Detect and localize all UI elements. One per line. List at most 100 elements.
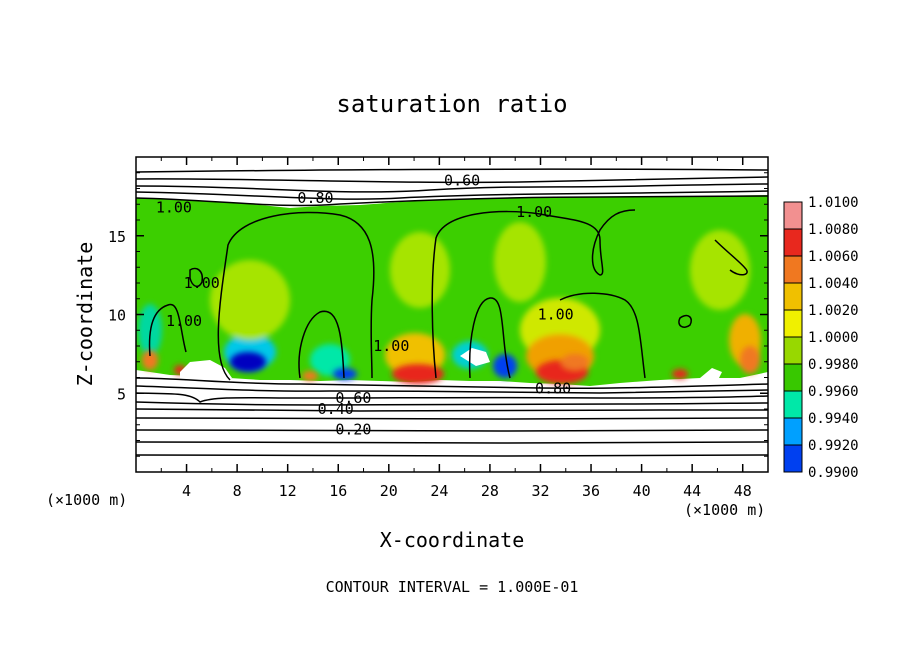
contour-line <box>136 377 768 389</box>
x-tick-label: 24 <box>430 482 448 500</box>
chart-title: saturation ratio <box>336 90 567 118</box>
x-tick-label: 48 <box>734 482 752 500</box>
contour-line <box>136 429 768 432</box>
contour-line <box>217 211 375 381</box>
x-axis-ticks: 4 8 12 16 20 24 28 32 36 40 44 48 <box>160 157 752 500</box>
contour-line <box>136 392 768 403</box>
x-tick-label: 36 <box>582 482 600 500</box>
colorbar-level-label: 1.0100 <box>808 195 859 211</box>
x-tick-label: 16 <box>329 482 347 500</box>
contour-line <box>136 454 768 457</box>
contour-line <box>189 267 204 288</box>
contour-label: 1.00 <box>156 198 192 216</box>
contour-label: 1.00 <box>373 337 409 355</box>
contour-line <box>136 408 768 412</box>
colorbar-level-label: 0.9940 <box>808 411 859 427</box>
contour-line <box>714 239 748 276</box>
field-anomaly <box>392 364 444 384</box>
field-anomaly <box>390 232 450 308</box>
colorbar-level-label: 0.9920 <box>808 438 859 454</box>
colorbar-level-label: 1.0040 <box>808 276 859 292</box>
x-tick-label: 40 <box>633 482 651 500</box>
colorbar-level-label: 1.0080 <box>808 222 859 238</box>
colorbar-level-label: 1.0000 <box>808 330 859 346</box>
field-anomaly <box>230 352 266 372</box>
contour-label: 0.20 <box>335 420 371 438</box>
x-tick-label: 32 <box>531 482 549 500</box>
contour-label: 1.00 <box>166 312 202 330</box>
colorbar-swatch <box>784 229 802 257</box>
contour-line <box>136 401 768 406</box>
contour-label: 0.40 <box>318 400 354 418</box>
contour-lines <box>136 168 768 457</box>
gap-patch <box>460 348 490 366</box>
field-anomaly <box>493 354 517 378</box>
contour-line <box>136 176 768 184</box>
colorbar-swatch <box>784 310 802 338</box>
colorbar-swatch <box>784 283 802 311</box>
field-anomaly <box>302 371 318 381</box>
colorbar: 1.0100 1.0080 1.0060 1.0040 1.0020 1.0000 0.99… <box>783 195 859 481</box>
contour-label: 0.80 <box>297 189 333 207</box>
contour-line <box>136 441 768 444</box>
y-tick-label: 5 <box>117 385 126 403</box>
contour-interval-note: CONTOUR INTERVAL = 1.000E-01 <box>326 578 579 596</box>
y-tick-label: 10 <box>108 307 126 325</box>
plot-area: 0.60 0.80 1.00 1.00 1.00 1.00 1.00 1.00 0.80 0.60… <box>136 157 768 472</box>
contour-line <box>148 303 187 357</box>
field-anomaly <box>740 346 760 374</box>
field-anomaly <box>142 350 158 370</box>
field-anomaly <box>210 260 290 340</box>
contour-line <box>136 385 768 394</box>
contour-label: 1.00 <box>184 274 220 292</box>
contour-label: 0.80 <box>535 380 571 398</box>
y-tick-label: 15 <box>108 228 126 246</box>
colorbar-swatch <box>784 445 802 473</box>
x-tick-label: 28 <box>481 482 499 500</box>
contour-line <box>298 310 345 379</box>
x-axis-label: X-coordinate <box>380 528 525 552</box>
field-anomaly <box>672 369 688 379</box>
colorbar-swatch <box>784 391 802 419</box>
contour-line <box>136 190 768 200</box>
field-anomaly <box>561 354 589 370</box>
colorbar-level-label: 0.9980 <box>808 357 859 373</box>
gap-patch <box>180 360 232 382</box>
contour-label: 1.00 <box>516 203 552 221</box>
contour-line <box>431 209 636 379</box>
contour-line <box>136 183 768 193</box>
contour-line <box>678 314 692 328</box>
contour-label: 0.60 <box>335 389 371 407</box>
colorbar-swatch <box>784 256 802 284</box>
colorbar-level-label: 0.9960 <box>808 384 859 400</box>
x-tick-label: 4 <box>182 482 191 500</box>
y-axis-ticks: 5 10 15 <box>108 172 768 457</box>
contour-label: 1.00 <box>538 306 574 324</box>
x-tick-label: 44 <box>683 482 701 500</box>
colorbar-level-label: 1.0060 <box>808 249 859 265</box>
colorbar-swatch <box>784 418 802 446</box>
field-anomaly <box>333 368 357 380</box>
contour-line <box>559 292 646 379</box>
contour-line <box>136 195 768 207</box>
contour-line <box>468 297 511 379</box>
contour-labels: 0.60 0.80 1.00 1.00 1.00 1.00 1.00 1.00 0.80 0.60… <box>156 172 574 439</box>
field-anomaly <box>494 222 546 302</box>
colorbar-swatch <box>784 202 802 230</box>
x-tick-label: 12 <box>279 482 297 500</box>
contour-line <box>136 417 768 420</box>
y-unit-label: (×1000 m) <box>46 491 127 509</box>
y-axis-label: Z-coordinate <box>73 242 97 387</box>
colorbar-swatch <box>784 364 802 392</box>
contour-line <box>136 168 768 173</box>
field-anomaly <box>690 230 750 310</box>
field-main-green <box>136 195 768 386</box>
colorbar-level-label: 0.9900 <box>808 465 859 481</box>
colorbar-level-label: 1.0020 <box>808 303 859 319</box>
colorbar-swatch <box>784 337 802 365</box>
x-unit-label: (×1000 m) <box>684 501 765 519</box>
contour-label: 0.60 <box>444 172 480 190</box>
x-tick-label: 8 <box>233 482 242 500</box>
x-tick-label: 20 <box>380 482 398 500</box>
